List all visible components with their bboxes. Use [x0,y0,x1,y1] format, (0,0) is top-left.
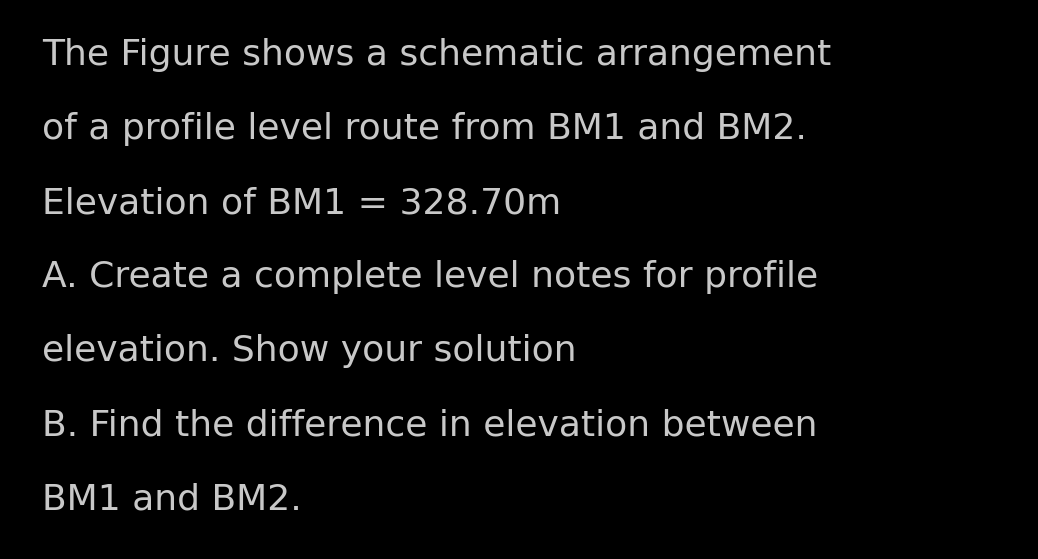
Text: Elevation of BM1 = 328.70m: Elevation of BM1 = 328.70m [42,186,562,220]
Text: BM1 and BM2.: BM1 and BM2. [42,482,302,516]
Text: of a profile level route from BM1 and BM2.: of a profile level route from BM1 and BM… [42,112,807,146]
Text: elevation. Show your solution: elevation. Show your solution [42,334,577,368]
Text: A. Create a complete level notes for profile: A. Create a complete level notes for pro… [42,260,818,294]
Text: The Figure shows a schematic arrangement: The Figure shows a schematic arrangement [42,38,831,72]
Text: B. Find the difference in elevation between: B. Find the difference in elevation betw… [42,408,818,442]
